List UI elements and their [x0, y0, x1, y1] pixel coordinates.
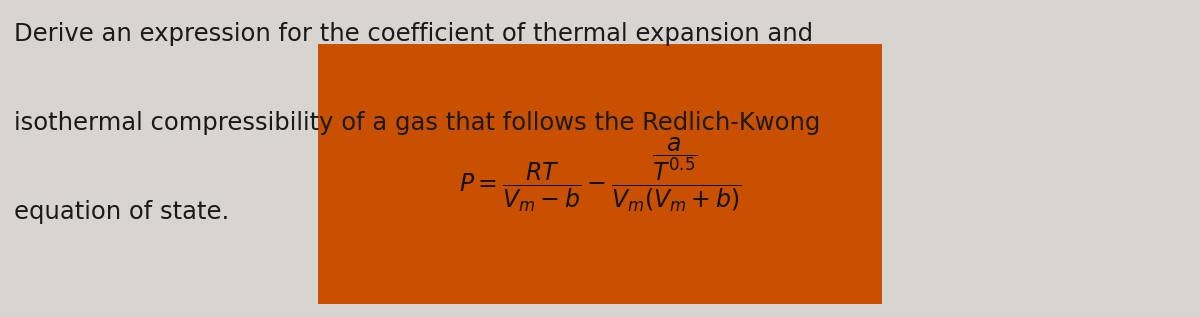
Text: $P = \dfrac{RT}{V_m - b} - \dfrac{\dfrac{a}{T^{0.5}}}{V_m(V_m + b)}$: $P = \dfrac{RT}{V_m - b} - \dfrac{\dfrac…: [458, 135, 742, 214]
FancyBboxPatch shape: [318, 44, 882, 304]
Text: equation of state.: equation of state.: [14, 200, 229, 224]
Text: isothermal compressibility of a gas that follows the Redlich-Kwong: isothermal compressibility of a gas that…: [14, 111, 821, 135]
Text: Derive an expression for the coefficient of thermal expansion and: Derive an expression for the coefficient…: [14, 22, 814, 46]
